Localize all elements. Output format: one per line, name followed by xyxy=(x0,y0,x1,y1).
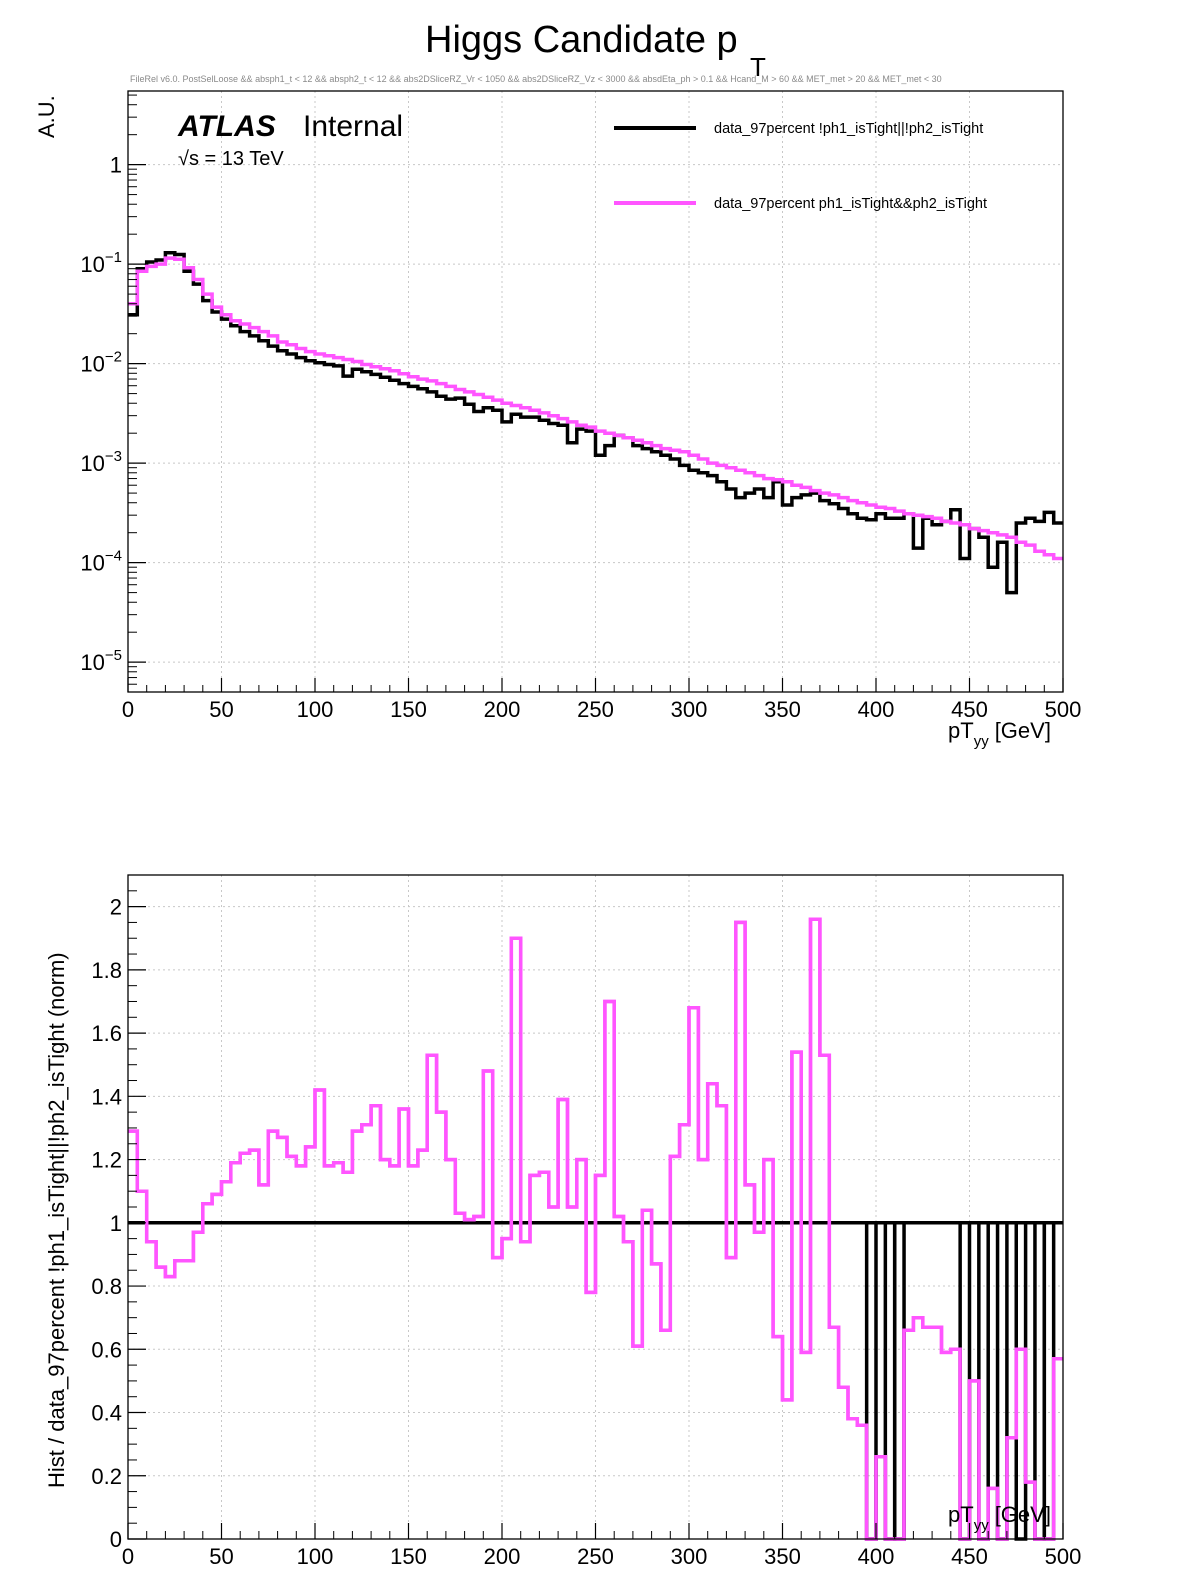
bottom-x-tick-label: 50 xyxy=(209,1544,233,1569)
bottom-y-tick-label: 1 xyxy=(110,1211,122,1236)
top-y-tick-label: 10−4 xyxy=(80,548,122,576)
top-x-tick-label: 50 xyxy=(209,697,233,722)
bottom-x-axis-label: pTyy [GeV] xyxy=(948,1502,1051,1534)
top-x-tick-label: 150 xyxy=(390,697,427,722)
top-y-tick-exp: −5 xyxy=(105,647,122,664)
top-y-tick-base: 10 xyxy=(80,352,104,377)
top-y-tick-base: 10 xyxy=(80,551,104,576)
top-x-tick-label: 450 xyxy=(951,697,988,722)
bottom-x-tick-label: 500 xyxy=(1045,1544,1082,1569)
cut-string: FileRel v6.0. PostSelLoose && absph1_t <… xyxy=(130,74,942,84)
top-x-tick-label: 250 xyxy=(577,697,614,722)
energy-label: √s = 13 TeV xyxy=(178,148,284,170)
internal-label: Internal xyxy=(303,110,403,143)
bottom-x-tick-label: 0 xyxy=(122,1544,134,1569)
top-x-tick-label: 500 xyxy=(1045,697,1082,722)
bottom-y-tick-label: 1.4 xyxy=(91,1084,122,1109)
top-y-tick-exp: −2 xyxy=(105,349,122,366)
bottom-y-tick-label: 0.8 xyxy=(91,1274,122,1299)
chart-title-subscript: T xyxy=(750,52,766,82)
bottom-x-tick-label: 300 xyxy=(671,1544,708,1569)
top-y-tick-exp: −4 xyxy=(105,548,122,565)
bottom-x-label-sub: yy xyxy=(974,1517,990,1534)
bottom-x-tick-label: 100 xyxy=(297,1544,334,1569)
top-y-tick-exp: −3 xyxy=(105,448,122,465)
top-y-tick-label: 10−5 xyxy=(80,647,122,675)
top-x-tick-label: 200 xyxy=(484,697,521,722)
bottom-y-tick-label: 0.6 xyxy=(91,1337,122,1362)
bottom-panel: 0 50 100 150 200 250 300 350 400 450 500 0 0.2 0.4 0.6… xyxy=(44,874,1082,1569)
top-y-tick-base: 10 xyxy=(80,650,104,675)
bottom-x-tick-label: 200 xyxy=(484,1544,521,1569)
top-x-tick-label: 400 xyxy=(858,697,895,722)
top-y-tick-label: 10−3 xyxy=(80,448,122,476)
bottom-y-tick-label: 1.2 xyxy=(91,1148,122,1173)
atlas-label: ATLAS xyxy=(177,110,276,143)
legend: data_97percent !ph1_isTight||!ph2_isTigh… xyxy=(614,121,987,212)
top-x-label-unit: [GeV] xyxy=(995,718,1051,743)
top-y-tick-label: 10−1 xyxy=(80,249,122,277)
bottom-x-tick-label: 350 xyxy=(764,1544,801,1569)
bottom-y-tick-label: 0.2 xyxy=(91,1464,122,1489)
chart-title: Higgs Candidate p xyxy=(425,19,738,61)
bottom-x-tick-label: 250 xyxy=(577,1544,614,1569)
top-x-label-sub: yy xyxy=(974,733,990,750)
top-series-magenta xyxy=(128,256,1063,561)
bottom-y-tick-label: 1.6 xyxy=(91,1021,122,1046)
bottom-x-tick-label: 400 xyxy=(858,1544,895,1569)
top-y-tick-label: 10−2 xyxy=(80,349,122,377)
bottom-x-label-main: pT xyxy=(948,1502,974,1527)
top-series xyxy=(128,251,1063,595)
top-panel: 0 50 100 150 200 250 300 350 400 450 50010−510−410… xyxy=(34,90,1082,750)
top-y-tick-base: 10 xyxy=(80,252,104,277)
top-x-tick-label: 0 xyxy=(122,697,134,722)
top-x-axis-label: pTyy [GeV] xyxy=(948,718,1051,750)
bottom-x-label-unit: [GeV] xyxy=(995,1502,1051,1527)
top-y-tick-label: 1 xyxy=(110,153,122,178)
bottom-y-tick-label: 2 xyxy=(110,895,122,920)
bottom-x-tick-label: 150 xyxy=(390,1544,427,1569)
bottom-x-tick-label: 450 xyxy=(951,1544,988,1569)
bottom-y-tick-label: 1.8 xyxy=(91,958,122,983)
top-x-tick-label: 300 xyxy=(671,697,708,722)
bottom-y-tick-label: 0.4 xyxy=(91,1401,122,1426)
top-axis: 0 50 100 150 200 250 300 350 400 450 50010−510−410… xyxy=(80,94,1082,722)
bottom-y-tick-label: 0 xyxy=(110,1527,122,1552)
top-y-tick-exp: −1 xyxy=(105,249,122,266)
top-x-label-main: pT xyxy=(948,718,974,743)
top-x-tick-label: 350 xyxy=(764,697,801,722)
bottom-y-axis-label: Hist / data_97percent !ph1_isTight||!ph2… xyxy=(44,952,69,1488)
top-grid xyxy=(127,91,1064,692)
top-x-tick-label: 100 xyxy=(297,697,334,722)
bottom-axis: 0 50 100 150 200 250 300 350 400 450 500 0 0.2 0.4 0.6… xyxy=(91,890,1082,1569)
top-y-axis-label: A.U. xyxy=(34,95,59,138)
legend-label-magenta: data_97percent ph1_isTight&&ph2_isTight xyxy=(714,196,987,212)
legend-label-black: data_97percent !ph1_isTight||!ph2_isTigh… xyxy=(714,121,983,137)
top-y-tick-base: 10 xyxy=(80,451,104,476)
